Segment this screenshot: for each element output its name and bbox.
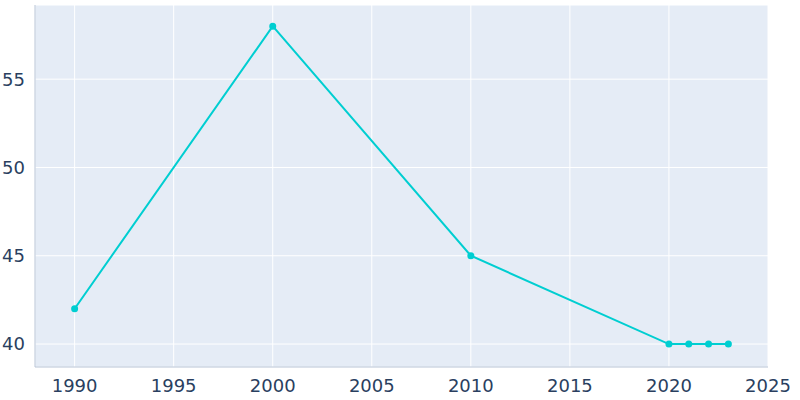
svg-text:2025: 2025 bbox=[745, 375, 791, 396]
svg-text:50: 50 bbox=[8, 157, 25, 178]
svg-text:1995: 1995 bbox=[151, 375, 197, 396]
svg-text:1990: 1990 bbox=[52, 375, 98, 396]
svg-text:2010: 2010 bbox=[448, 375, 494, 396]
svg-text:40: 40 bbox=[8, 333, 25, 354]
svg-text:2005: 2005 bbox=[349, 375, 395, 396]
svg-text:55: 55 bbox=[8, 69, 25, 90]
svg-text:2000: 2000 bbox=[250, 375, 296, 396]
svg-text:2015: 2015 bbox=[547, 375, 593, 396]
svg-text:2020: 2020 bbox=[646, 375, 692, 396]
svg-text:45: 45 bbox=[8, 245, 25, 266]
